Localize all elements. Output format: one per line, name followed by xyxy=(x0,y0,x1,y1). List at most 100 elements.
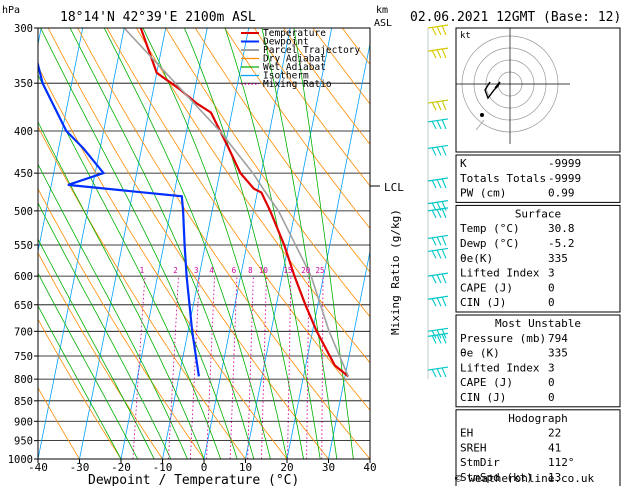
wind-barb xyxy=(427,332,449,344)
wind-barb-feather xyxy=(436,297,442,307)
wind-barb-feather xyxy=(441,273,447,284)
indices-box xyxy=(455,154,621,203)
surface-label: Temp (°C) xyxy=(460,222,520,235)
wet-adiabat-line xyxy=(184,28,304,459)
mixing-ratio-line xyxy=(321,276,324,459)
most-unstable-title: Most Unstable xyxy=(495,317,581,330)
wind-barb-staff xyxy=(427,366,449,371)
pressure-tick-label: 800 xyxy=(14,374,33,386)
wind-barb-feather xyxy=(436,368,442,378)
temperature-tick-label: -20 xyxy=(111,461,131,474)
wind-barb-staff xyxy=(427,200,449,205)
isotherm-line xyxy=(162,28,250,459)
wind-barb-feather xyxy=(431,209,437,219)
dry-adiabat-line xyxy=(136,28,370,364)
credit: © weatheronline.co.uk xyxy=(455,472,594,485)
surface-value: 3 xyxy=(548,267,555,280)
mixing-ratio-line xyxy=(229,276,238,459)
x-axis-label: Dewpoint / Temperature (°C) xyxy=(88,473,299,486)
wind-barb-feather xyxy=(431,237,437,246)
legend-entry: Dewpoint xyxy=(263,37,309,48)
most-unstable-value: 0 xyxy=(548,376,555,389)
isotherm-line xyxy=(203,28,291,459)
wind-barb xyxy=(427,177,449,189)
pressure-tick-label: 750 xyxy=(14,351,33,363)
hodograph-unit-label: kt xyxy=(460,31,471,41)
dry-adiabat-line xyxy=(77,28,370,459)
isotherm-line xyxy=(38,28,125,459)
axes: 3003504004505005506006507007508008509009… xyxy=(8,23,377,474)
surface-value: 30.8 xyxy=(548,222,575,235)
surface-label: CAPE (J) xyxy=(460,281,513,294)
wind-barb-feather xyxy=(441,100,447,111)
hodograph-table-label: StmDir xyxy=(460,456,500,469)
wind-barb xyxy=(427,272,449,284)
most-unstable-value: 0 xyxy=(548,391,555,404)
most-unstable-box xyxy=(455,314,621,408)
wind-barb-staff xyxy=(427,99,449,104)
mixing-ratio-axis-label: Mixing Ratio (g/kg) xyxy=(389,209,402,335)
wet-adiabat-line xyxy=(38,121,205,459)
mixing-ratio-label: 10 xyxy=(259,266,269,275)
mixing-ratio-line xyxy=(247,276,254,459)
dry-adiabat-line xyxy=(106,28,370,411)
wind-barb-staff xyxy=(427,247,449,253)
hodograph-trace xyxy=(484,81,501,100)
wind-barb-feather xyxy=(436,179,442,189)
mixing-ratio-line xyxy=(206,276,216,459)
wind-barb-feather xyxy=(441,25,447,36)
wind-barb-feather xyxy=(441,178,447,189)
dewpoint-profile xyxy=(38,60,200,377)
wet-adiabat-line xyxy=(38,238,155,459)
isotherm-line xyxy=(286,41,370,459)
wind-barb-feather xyxy=(431,120,437,130)
wind-barb-feather xyxy=(431,297,437,307)
temperature-tick-label: 20 xyxy=(280,461,293,474)
temperature-tick-label: 30 xyxy=(322,461,335,474)
wind-barb-feather xyxy=(436,119,442,130)
temperature-tick-label: 40 xyxy=(363,461,376,474)
wind-barb xyxy=(427,47,449,59)
height-unit-asl: ASL xyxy=(374,18,392,29)
wind-barb-feather xyxy=(431,49,437,59)
mixing-ratio-label: 20 xyxy=(301,266,311,275)
mixing-ratio-labels: 1 2 3 4 6 8 10 15 20 25 xyxy=(140,266,325,275)
legend-entry: Wet Adiabat xyxy=(263,62,326,73)
wet-adiabat-line xyxy=(40,28,238,459)
legend-entry: Dry Adiabat xyxy=(263,54,326,65)
hodograph-table-value: 112° xyxy=(548,456,575,469)
wind-barb xyxy=(427,118,449,130)
wet-adiabat-line xyxy=(38,163,188,459)
temperature-tick-label: -30 xyxy=(70,461,90,474)
wind-barb-feather xyxy=(431,368,437,378)
wind-barb-feather xyxy=(431,335,437,344)
wind-barb-staff xyxy=(427,295,449,300)
wind-barb-feather xyxy=(431,147,437,156)
wind-barb-feather xyxy=(436,334,442,344)
most-unstable-label: θe (K) xyxy=(460,347,500,360)
temperature-tick-label: -40 xyxy=(28,461,48,474)
temperature-tick-label: 10 xyxy=(239,461,252,474)
surface-value: 0 xyxy=(548,281,555,294)
temperature-tick-label: -10 xyxy=(153,461,173,474)
wind-barb xyxy=(427,247,449,259)
wind-barb-staff xyxy=(427,272,449,277)
wind-barb-staff xyxy=(427,234,449,240)
wind-barb-feather xyxy=(431,179,437,189)
mixing-ratio-label: 8 xyxy=(248,266,253,275)
pressure-tick-label: 950 xyxy=(14,436,33,448)
dry-adiabat-line xyxy=(165,28,370,318)
mixing-ratio-line xyxy=(167,276,179,459)
wind-barb-feather xyxy=(431,250,437,259)
indices-label: Totals Totals xyxy=(460,172,546,185)
wet-adiabat-line xyxy=(69,28,255,459)
wind-barb-staff xyxy=(427,47,449,52)
dry-adiabat-line xyxy=(224,28,370,229)
isotherm-line xyxy=(369,456,370,459)
wind-barb-feather xyxy=(441,119,447,130)
wind-barb-feather xyxy=(441,145,447,156)
wind-barb-feather xyxy=(431,26,437,36)
temperature-tick-label: 0 xyxy=(201,461,208,474)
indices-value: -9999 xyxy=(548,157,581,170)
